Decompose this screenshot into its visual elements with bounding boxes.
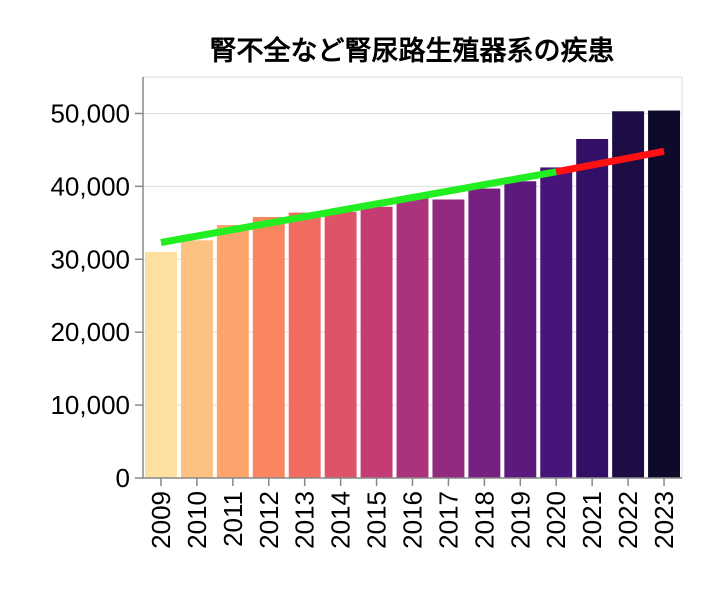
bar — [468, 188, 501, 478]
x-tick-label: 2020 — [541, 491, 571, 549]
x-axis-ticks: 2009 2010 2011 2012 2013 2014 2015 2016 2017 2018… — [146, 478, 679, 549]
x-tick-label: 2011 — [218, 491, 248, 547]
trend-lines — [160, 147, 665, 246]
bar — [252, 216, 285, 478]
y-tick-label: 0 — [116, 463, 130, 493]
bar — [576, 138, 609, 479]
bar — [145, 251, 177, 478]
chart-title: 腎不全など腎尿路生殖器系の疾患 — [210, 35, 615, 67]
bars — [145, 110, 680, 479]
y-tick-label: 40,000 — [50, 171, 130, 201]
trend-line — [555, 147, 665, 176]
y-tick-label: 20,000 — [50, 317, 130, 347]
bar — [432, 199, 465, 478]
x-tick-label: 2014 — [326, 491, 356, 549]
bar — [504, 181, 537, 478]
bar — [324, 211, 357, 478]
x-tick-label: 2017 — [433, 491, 463, 549]
bar — [540, 167, 573, 478]
x-tick-label: 2015 — [362, 491, 392, 549]
y-tick-label: 10,000 — [50, 390, 130, 420]
x-tick-label: 2018 — [469, 491, 499, 549]
x-tick-label: 2010 — [182, 491, 212, 549]
bar — [648, 110, 680, 479]
x-tick-label: 2019 — [505, 491, 535, 549]
bar — [612, 111, 645, 478]
x-tick-label: 2016 — [398, 491, 428, 549]
bar — [180, 240, 213, 478]
bar — [216, 225, 249, 478]
bar — [360, 206, 393, 478]
x-tick-label: 2022 — [613, 491, 643, 549]
x-tick-label: 2009 — [146, 491, 176, 549]
bar — [396, 196, 429, 478]
x-tick-label: 2021 — [577, 491, 607, 549]
trend-line — [160, 168, 557, 246]
bar — [288, 212, 321, 479]
y-tick-label: 50,000 — [50, 98, 130, 128]
x-tick-label: 2013 — [290, 491, 320, 549]
x-tick-label: 2012 — [254, 491, 284, 549]
y-axis-ticks: 0 10,000 20,000 30,000 40,000 50,000 — [50, 98, 143, 493]
x-tick-label: 2023 — [649, 491, 679, 549]
y-tick-label: 30,000 — [50, 244, 130, 274]
